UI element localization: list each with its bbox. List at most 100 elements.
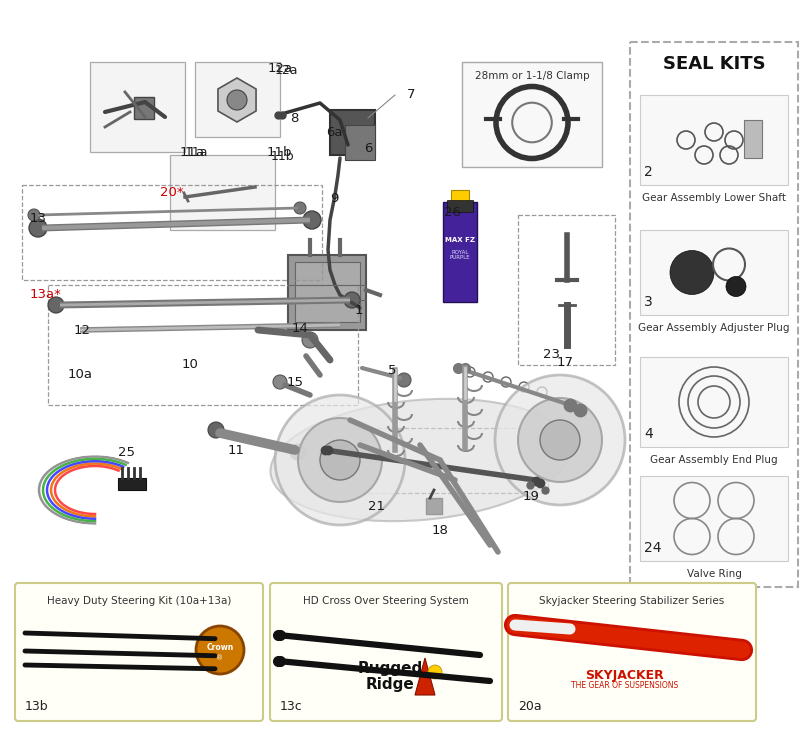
Text: 13: 13 xyxy=(30,212,47,225)
Text: 20a: 20a xyxy=(518,699,542,712)
Text: 2: 2 xyxy=(644,165,653,179)
Text: 19: 19 xyxy=(523,491,540,504)
Bar xyxy=(640,95,788,185)
Bar xyxy=(48,285,358,405)
Text: 1: 1 xyxy=(355,304,363,317)
Bar xyxy=(630,42,798,587)
Text: 6a: 6a xyxy=(326,126,342,139)
Circle shape xyxy=(344,292,360,308)
Text: Heavy Duty Steering Kit (10a+13a): Heavy Duty Steering Kit (10a+13a) xyxy=(47,596,231,606)
Circle shape xyxy=(302,332,318,348)
Bar xyxy=(447,200,473,212)
Circle shape xyxy=(540,420,580,460)
Bar xyxy=(518,215,615,365)
Text: MAX FZ: MAX FZ xyxy=(445,237,475,243)
Bar xyxy=(345,125,375,160)
Circle shape xyxy=(428,665,442,679)
Text: 21: 21 xyxy=(368,501,385,513)
Text: 13a*: 13a* xyxy=(30,288,62,301)
Circle shape xyxy=(518,398,602,482)
Text: 15: 15 xyxy=(287,377,304,390)
Text: 13b: 13b xyxy=(25,699,49,712)
Text: 26: 26 xyxy=(444,207,461,220)
Text: 24: 24 xyxy=(644,541,662,555)
Text: 3: 3 xyxy=(644,295,653,309)
Bar xyxy=(195,62,280,137)
Text: 20*: 20* xyxy=(160,185,184,199)
Text: 25: 25 xyxy=(118,445,135,458)
Text: 5: 5 xyxy=(388,364,397,377)
Circle shape xyxy=(294,202,306,214)
Bar xyxy=(118,478,146,490)
Circle shape xyxy=(320,440,360,480)
Bar xyxy=(22,185,322,280)
Text: 11a: 11a xyxy=(180,145,205,158)
Text: 7: 7 xyxy=(407,88,415,101)
Text: 10a: 10a xyxy=(68,369,93,382)
Text: Crown: Crown xyxy=(206,644,234,653)
Text: 10: 10 xyxy=(182,358,199,372)
Text: Rugged: Rugged xyxy=(358,661,422,675)
Bar xyxy=(295,262,360,322)
Text: 12a: 12a xyxy=(268,61,293,74)
Circle shape xyxy=(275,395,405,525)
Circle shape xyxy=(397,373,411,387)
Bar xyxy=(170,155,275,230)
Circle shape xyxy=(29,219,47,237)
Text: 11: 11 xyxy=(228,444,245,456)
Ellipse shape xyxy=(270,399,570,521)
Text: 11a: 11a xyxy=(185,145,209,158)
Text: Gear Assembly Adjuster Plug: Gear Assembly Adjuster Plug xyxy=(638,323,790,333)
Text: 14: 14 xyxy=(292,321,309,334)
Text: Gear Assembly Lower Shaft: Gear Assembly Lower Shaft xyxy=(642,193,786,203)
Bar xyxy=(330,110,375,155)
Bar xyxy=(90,62,185,152)
Circle shape xyxy=(227,90,247,110)
Text: Skyjacker Steering Stabilizer Series: Skyjacker Steering Stabilizer Series xyxy=(539,596,725,606)
Bar xyxy=(451,190,469,204)
FancyBboxPatch shape xyxy=(270,583,502,721)
Bar xyxy=(318,428,548,493)
FancyBboxPatch shape xyxy=(508,583,756,721)
Bar xyxy=(134,97,154,119)
Text: SKYJACKER: SKYJACKER xyxy=(586,669,664,682)
Bar xyxy=(744,120,762,158)
Text: 18: 18 xyxy=(432,523,449,537)
Circle shape xyxy=(208,422,224,438)
Text: 23: 23 xyxy=(543,348,560,361)
Text: SEAL KITS: SEAL KITS xyxy=(662,55,766,73)
Bar xyxy=(462,62,602,167)
Text: 13c: 13c xyxy=(280,699,302,712)
Circle shape xyxy=(670,250,714,294)
Text: 9: 9 xyxy=(330,191,338,204)
Text: 12: 12 xyxy=(74,323,91,337)
Text: 11b: 11b xyxy=(267,147,293,159)
Text: Ridge: Ridge xyxy=(366,677,414,691)
Bar xyxy=(640,357,788,447)
Circle shape xyxy=(28,209,40,221)
Text: ®: ® xyxy=(217,655,223,661)
Bar xyxy=(640,230,788,315)
Text: HD Cross Over Steering System: HD Cross Over Steering System xyxy=(303,596,469,606)
Circle shape xyxy=(273,375,287,389)
Circle shape xyxy=(495,375,625,505)
FancyBboxPatch shape xyxy=(15,583,263,721)
Text: 8: 8 xyxy=(290,112,298,125)
Circle shape xyxy=(303,211,321,229)
Text: 11b: 11b xyxy=(271,150,294,164)
Polygon shape xyxy=(415,658,435,695)
Text: JK  JY: JK JY xyxy=(384,520,596,590)
Bar xyxy=(426,498,442,514)
Text: Gear Assembly End Plug: Gear Assembly End Plug xyxy=(650,455,778,465)
Bar xyxy=(288,255,366,330)
Bar xyxy=(640,476,788,561)
Text: 17: 17 xyxy=(557,356,574,369)
Text: THE GEAR OF SUSPENSIONS: THE GEAR OF SUSPENSIONS xyxy=(571,682,678,691)
Text: ROYAL
PURPLE: ROYAL PURPLE xyxy=(450,250,470,261)
Circle shape xyxy=(298,418,382,502)
Polygon shape xyxy=(218,78,256,122)
Circle shape xyxy=(290,444,306,460)
Circle shape xyxy=(48,297,64,313)
Text: 12a: 12a xyxy=(275,64,298,77)
Text: 28mm or 1-1/8 Clamp: 28mm or 1-1/8 Clamp xyxy=(474,71,590,81)
